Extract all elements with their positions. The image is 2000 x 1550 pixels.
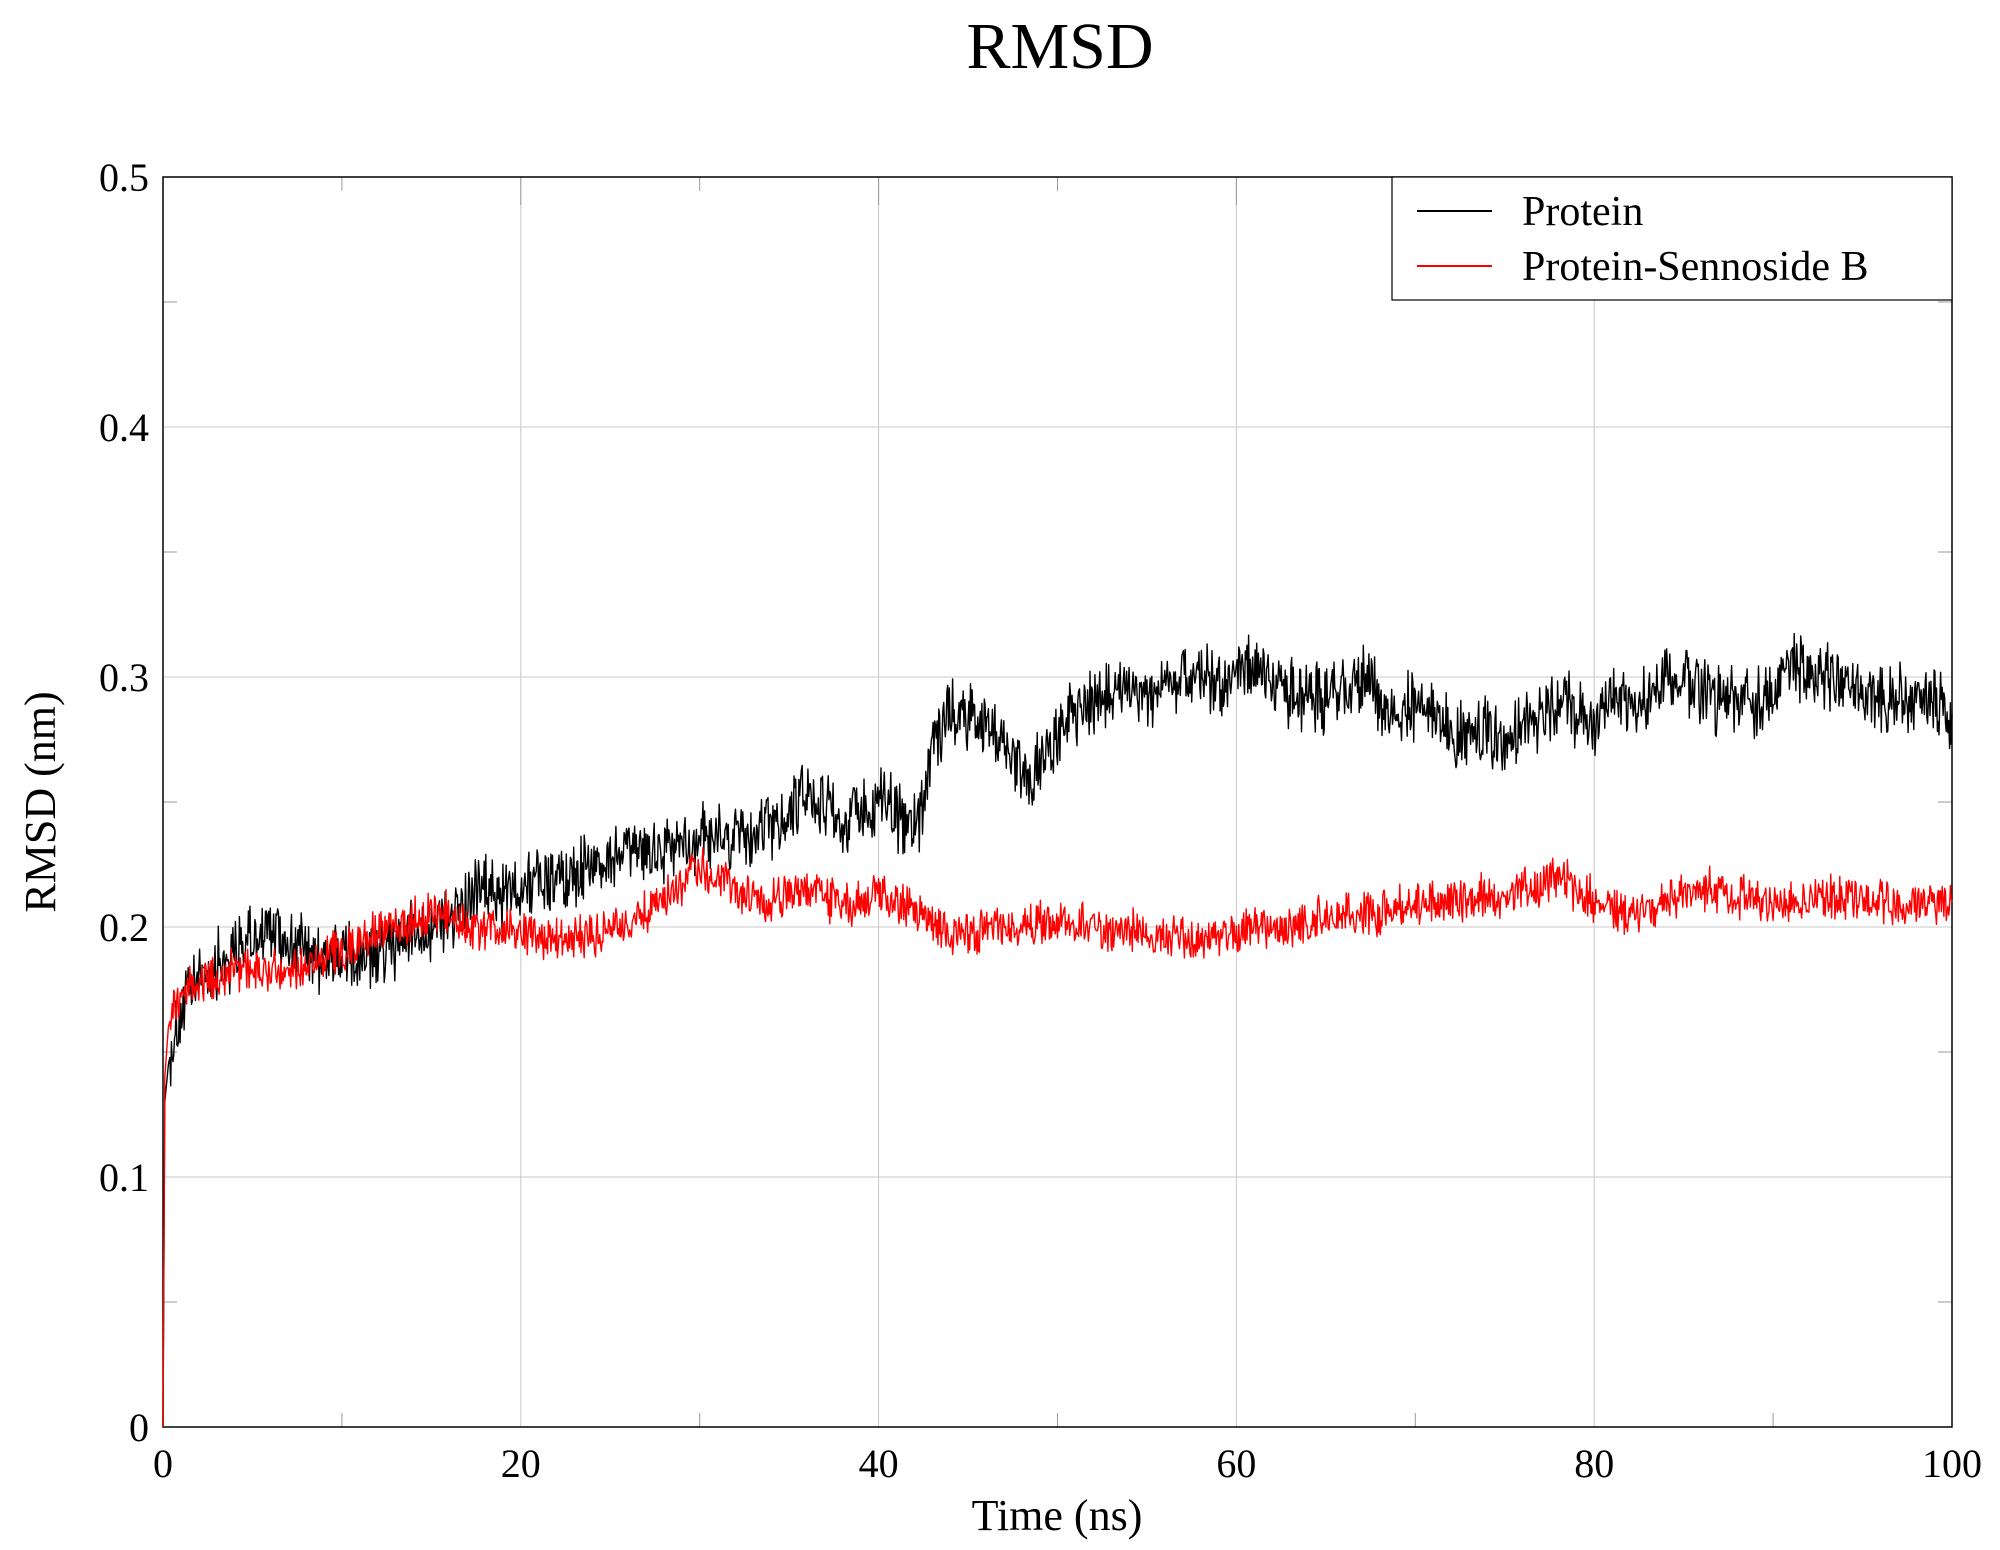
x-tick-label: 80 <box>1574 1441 1614 1486</box>
y-tick-label: 0 <box>129 1405 149 1450</box>
x-tick-label: 100 <box>1922 1441 1982 1486</box>
x-tick-label: 0 <box>153 1441 173 1486</box>
y-tick-labels: 0 0.1 0.2 0.3 0.4 0.5 <box>99 155 149 1450</box>
x-axis-label: Time (ns) <box>972 1491 1143 1540</box>
y-axis-label: RMSD (nm) <box>16 691 65 912</box>
x-tick-label: 40 <box>859 1441 899 1486</box>
legend-box <box>1391 176 1953 301</box>
x-tick-labels: 0 20 40 60 80 100 <box>153 1441 1982 1486</box>
x-tick-label: 20 <box>501 1441 541 1486</box>
series-layer <box>162 632 1953 1428</box>
legend-label-protein: Protein <box>1522 189 1643 235</box>
x-tick-label: 60 <box>1216 1441 1256 1486</box>
plot-frame <box>162 176 1953 1428</box>
y-tick-label: 0.4 <box>99 405 149 450</box>
chart-title: RMSD <box>966 10 1153 83</box>
series-line-protein-sennoside-b <box>162 846 1953 1428</box>
legend: Protein Protein-Sennoside B <box>1391 176 1953 301</box>
y-tick-label: 0.2 <box>99 905 149 950</box>
series-line-protein <box>162 632 1953 1428</box>
y-tick-label: 0.1 <box>99 1155 149 1200</box>
legend-label-protein-sennoside-b: Protein-Sennoside B <box>1522 244 1868 290</box>
y-tick-label: 0.3 <box>99 655 149 700</box>
y-tick-label: 0.5 <box>99 155 149 200</box>
